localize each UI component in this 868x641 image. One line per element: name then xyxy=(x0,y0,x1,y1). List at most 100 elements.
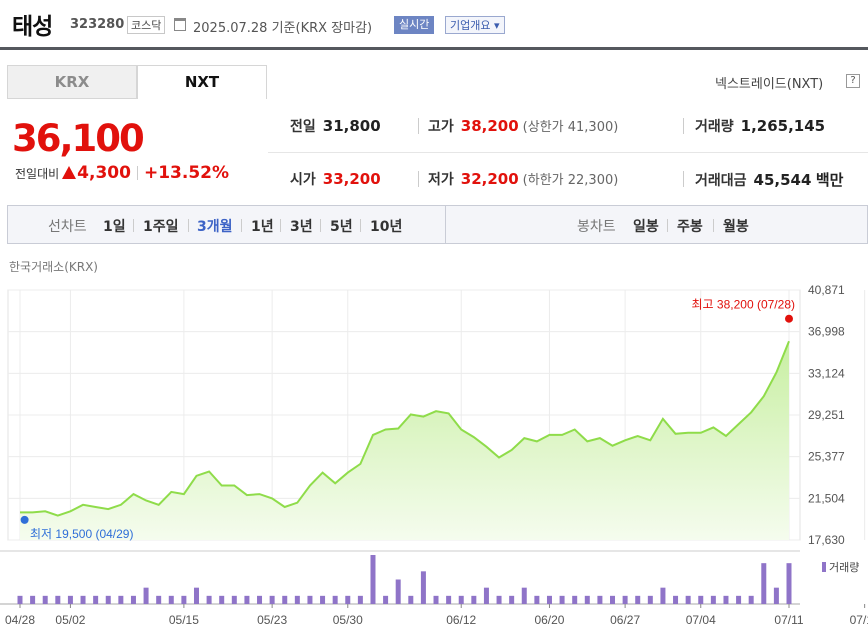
volume-bar xyxy=(80,595,86,604)
volume-bar xyxy=(471,595,477,604)
line-chart-label: 선차트 xyxy=(48,219,87,235)
help-icon[interactable]: ? xyxy=(846,74,860,88)
period-5y[interactable]: 5년 xyxy=(330,219,353,235)
period-1d[interactable]: 1일 xyxy=(103,219,126,235)
volume-bar xyxy=(559,595,565,604)
x-tick-label: 05/30 xyxy=(333,613,363,627)
candle-chart-label: 봉차트 xyxy=(577,219,616,235)
chart-period-bar: 선차트 1일 1주일 3개월 1년 3년 5년 10년 봉차트 일봉 주봉 월봉 xyxy=(7,205,868,244)
volume-bar xyxy=(294,595,300,604)
candle-weekly[interactable]: 주봉 xyxy=(677,219,703,235)
volume-bar xyxy=(118,595,124,604)
quote-date: 2025.07.28 기준(KRX 장마감) xyxy=(193,21,373,36)
volume-bar xyxy=(761,563,767,604)
high-price: 고가 38,200 (상한가 41,300) xyxy=(428,117,619,135)
realtime-button[interactable]: 실시간 xyxy=(394,16,435,34)
volume-bar xyxy=(345,595,351,604)
volume-bar xyxy=(42,595,48,604)
change-amount: 4,300 xyxy=(77,163,131,183)
market-badge: 코스닥 xyxy=(127,16,166,34)
period-3y[interactable]: 3년 xyxy=(290,219,313,235)
volume-bar xyxy=(219,595,225,604)
volume-bar xyxy=(635,595,641,604)
volume-bar xyxy=(357,595,363,604)
volume-bar xyxy=(30,595,36,604)
volume-bar xyxy=(244,595,250,604)
volume-bar xyxy=(383,595,389,604)
volume: 거래량 1,265,145 xyxy=(695,117,826,135)
calendar-icon xyxy=(174,18,186,31)
volume-bar xyxy=(320,595,326,604)
price-line xyxy=(20,340,790,517)
volume-bar xyxy=(483,587,489,604)
volume-bar xyxy=(395,579,401,604)
period-1y[interactable]: 1년 xyxy=(251,219,274,235)
volume-bar xyxy=(282,595,288,604)
tab-krx[interactable]: KRX xyxy=(7,65,137,99)
x-tick-label: 07/11 xyxy=(774,613,803,627)
volume-bar xyxy=(736,595,742,604)
volume-bar xyxy=(93,595,99,604)
volume-legend-label: 거래량 xyxy=(829,561,859,574)
stock-code: 323280 xyxy=(70,17,125,32)
volume-bar xyxy=(534,595,540,604)
chart-source: 한국거래소(KRX) xyxy=(9,260,98,274)
x-tick-label: 05/15 xyxy=(169,613,199,627)
high-marker xyxy=(785,314,793,323)
x-tick-label: 07/04 xyxy=(686,613,716,627)
volume-bar xyxy=(55,595,61,604)
volume-bar xyxy=(458,595,464,604)
price-area xyxy=(20,341,789,540)
volume-bar xyxy=(710,595,716,604)
x-tick-label: 05/23 xyxy=(257,613,287,627)
x-tick-label: 06/20 xyxy=(534,613,564,627)
volume-bar xyxy=(496,595,502,604)
volume-bar xyxy=(370,555,376,604)
volume-bar xyxy=(610,595,616,604)
volume-bar xyxy=(257,595,263,604)
candle-monthly[interactable]: 월봉 xyxy=(723,219,749,235)
volume-bar xyxy=(723,595,729,604)
x-tick-label: 07/18 xyxy=(850,613,868,627)
period-1w[interactable]: 1주일 xyxy=(143,219,179,235)
volume-bar xyxy=(786,563,792,604)
x-tick-label: 06/27 xyxy=(610,613,640,627)
candle-daily[interactable]: 일봉 xyxy=(633,219,659,235)
volume-bar xyxy=(698,595,704,604)
y-tick-label: 40,871 xyxy=(808,283,845,297)
volume-bar xyxy=(660,587,666,604)
tab-nxt[interactable]: NXT xyxy=(137,65,267,99)
price-change: 전일대비 4,300 +13.52% xyxy=(15,163,229,183)
volume-bar xyxy=(231,595,237,604)
y-tick-label: 33,124 xyxy=(808,366,845,380)
market-tabs: KRX NXT xyxy=(7,65,267,99)
x-tick-label: 06/12 xyxy=(446,613,476,627)
volume-bar xyxy=(748,595,754,604)
up-arrow-icon xyxy=(62,166,77,179)
change-percent: +13.52% xyxy=(143,163,230,183)
period-10y[interactable]: 10년 xyxy=(370,219,403,235)
company-overview-button[interactable]: 기업개요 ▾ xyxy=(445,16,505,34)
volume-legend-swatch xyxy=(822,562,826,572)
volume-bar xyxy=(521,587,527,604)
nextrade-link[interactable]: 넥스트레이드(NXT) xyxy=(715,77,824,92)
chevron-down-icon: ▾ xyxy=(493,19,500,32)
prev-close: 전일 31,800 xyxy=(290,117,381,135)
period-3m[interactable]: 3개월 xyxy=(197,219,233,235)
high-annotation: 최고 38,200 (07/28) xyxy=(692,298,795,312)
volume-bar xyxy=(420,571,426,604)
volume-bar xyxy=(597,595,603,604)
y-tick-label: 25,377 xyxy=(808,450,845,464)
x-tick-label: 04/28 xyxy=(5,613,35,627)
y-tick-label: 29,251 xyxy=(808,408,845,422)
y-tick-label: 36,998 xyxy=(808,325,845,339)
low-price: 저가 32,200 (하한가 22,300) xyxy=(428,170,619,188)
y-tick-label: 21,504 xyxy=(808,491,845,505)
quote-stats: 전일 31,800 고가 38,200 (상한가 41,300) 거래량 1,265,1… xyxy=(268,103,868,203)
volume-bar xyxy=(17,595,23,604)
y-tick-label: 17,630 xyxy=(808,533,845,547)
low-annotation: 최저 19,500 (04/29) xyxy=(30,527,133,541)
x-tick-label: 05/02 xyxy=(55,613,85,627)
change-label: 전일대비 xyxy=(15,167,60,181)
